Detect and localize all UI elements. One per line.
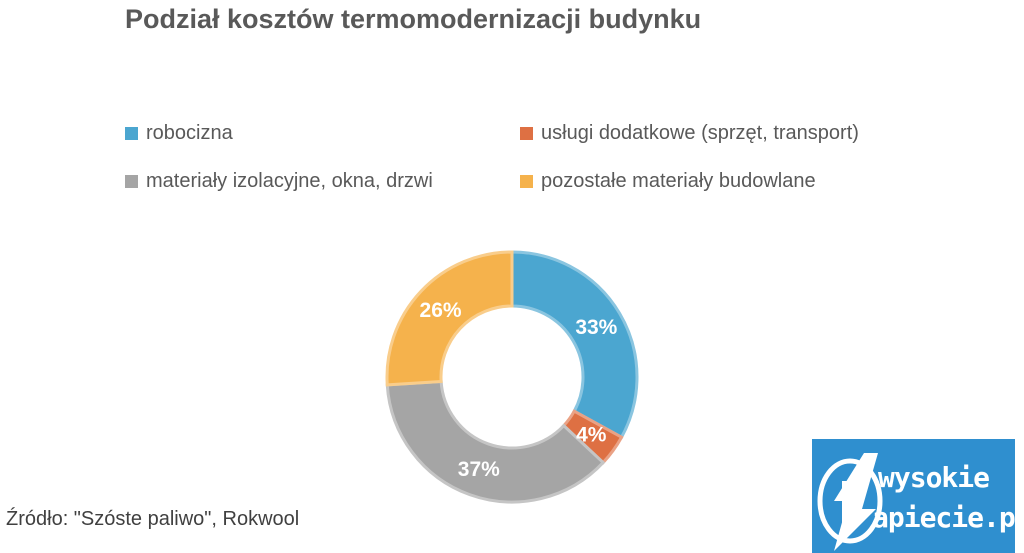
legend-swatch (520, 175, 533, 188)
legend-label: pozostałe materiały budowlane (541, 170, 816, 192)
legend-label: materiały izolacyjne, okna, drzwi (146, 170, 433, 192)
legend-swatch (125, 127, 138, 140)
logo-text-line2: apiecie.pl (872, 501, 1015, 534)
legend-item-robocizna: robocizna (125, 122, 233, 145)
legend-label: usługi dodatkowe (sprzęt, transport) (541, 122, 859, 144)
logo-text-line1: wysokie (878, 461, 990, 494)
chart-legend: robocizna usługi dodatkowe (sprzęt, tran… (125, 118, 985, 208)
slice-pozostale-materialy (385, 250, 514, 387)
legend-swatch (125, 175, 138, 188)
source-note: Źródło: "Szóste paliwo", Rokwool (6, 508, 300, 530)
data-label-robocizna: 33% (575, 316, 617, 339)
data-label-pozostale-materialy: 26% (420, 299, 462, 322)
logo-n-lightning-icon (817, 453, 883, 551)
legend-label: robocizna (146, 122, 233, 144)
data-label-uslugi-dodatkowe: 4% (576, 424, 607, 447)
data-label-materialy-izolacyjne: 37% (458, 458, 500, 481)
legend-item-pozostale: pozostałe materiały budowlane (520, 170, 816, 193)
legend-item-materialy-izolacyjne: materiały izolacyjne, okna, drzwi (125, 170, 433, 193)
chart-title: Podział kosztów termomodernizacji budynk… (125, 4, 702, 34)
legend-item-uslugi: usługi dodatkowe (sprzęt, transport) (520, 122, 859, 145)
slice-materialy-izolacyjne (385, 379, 606, 504)
slice-robocizna (510, 250, 639, 440)
wysokienapiecie-logo: wysokie apiecie.pl (812, 439, 1015, 553)
legend-swatch (520, 127, 533, 140)
